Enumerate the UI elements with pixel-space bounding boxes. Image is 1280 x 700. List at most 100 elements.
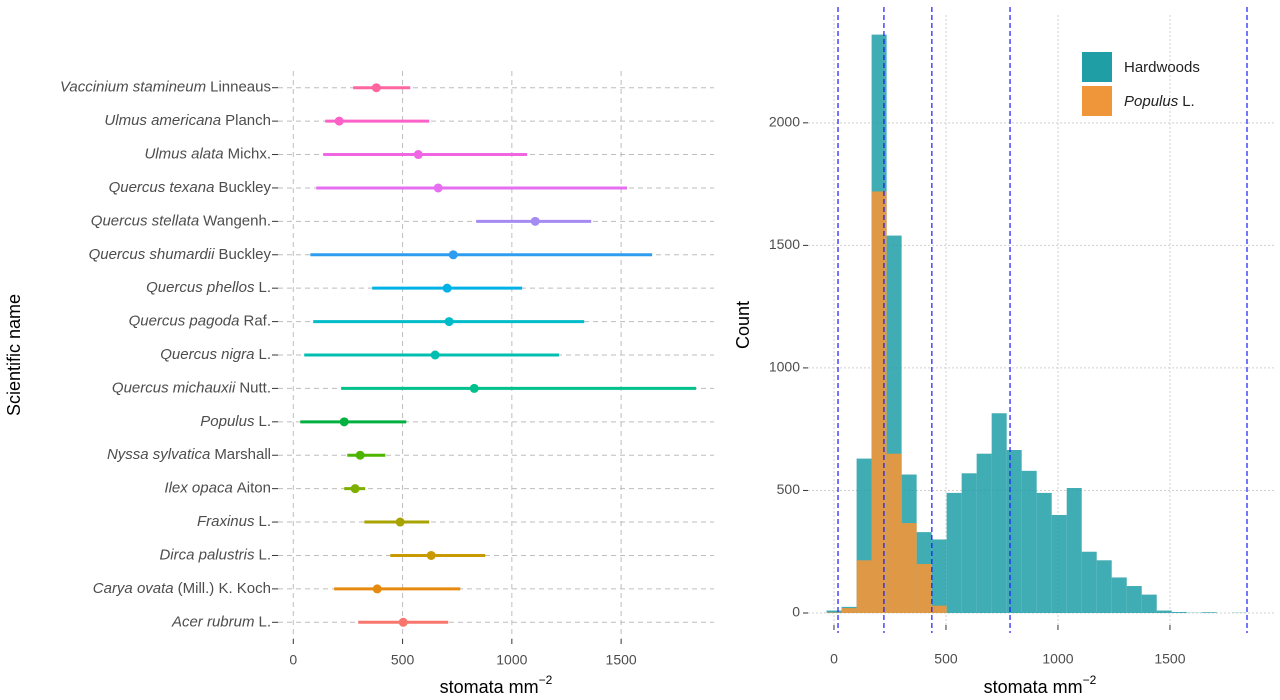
histogram-bar [946, 492, 962, 613]
y-tick-label-italic: Quercus nigra [160, 346, 254, 363]
mean-dot [398, 617, 408, 627]
y-tick-label-italic: Ilex opaca [164, 480, 232, 497]
y-tick-label: Quercus texana Buckley [109, 179, 272, 196]
y-tick-label: Quercus michauxii Nutt. [112, 379, 271, 396]
y-tick-label-italic: Nyssa sylvatica [107, 446, 210, 463]
y-tick-label: Ilex opaca Aiton [164, 480, 271, 497]
y-tick-label-plain: Wangenh. [203, 212, 271, 229]
y-tick-label-plain: Linneaus [210, 79, 271, 96]
y-tick-label: Populus L. [200, 413, 271, 430]
mean-dot [355, 450, 365, 460]
legend-label: Populus L. [1124, 93, 1195, 110]
y-tick-label-italic: Quercus texana [109, 179, 215, 196]
x-tick-label: 0 [830, 651, 838, 667]
y-tick-label-plain: L. [258, 413, 271, 430]
legend-label-italic: Populus [1124, 93, 1179, 110]
histogram-bar [856, 560, 872, 613]
y-tick-label-italic: Quercus pagoda [129, 313, 240, 330]
x-axis-title-sup: −2 [1083, 673, 1097, 687]
mean-dot [426, 550, 436, 560]
histogram-bar [1141, 594, 1157, 613]
x-tick-label: 500 [934, 651, 958, 667]
y-tick-label: Quercus stellata Wangenh. [91, 212, 271, 229]
y-axis-title: Count [733, 301, 753, 349]
y-tick-label-italic: Quercus shumardii [89, 246, 216, 263]
y-axis-title: Scientific name [4, 294, 24, 416]
y-tick-label: Quercus shumardii Buckley [89, 246, 272, 263]
histogram-bar [901, 523, 917, 613]
x-tick-label: 500 [391, 652, 415, 668]
legend-label-plain: Hardwoods [1124, 59, 1200, 76]
y-tick-label: Ulmus alata Michx. [144, 145, 271, 162]
histogram-bar [1006, 450, 1022, 613]
y-tick-label: Ulmus americana Planch [104, 112, 271, 129]
y-tick-label-italic: Ulmus alata [144, 145, 223, 162]
x-tick-label: 0 [289, 652, 297, 668]
histogram-bar [1096, 560, 1112, 613]
histogram-bar [991, 413, 1007, 613]
histogram-bar [931, 605, 947, 613]
histogram-bar [976, 453, 992, 613]
y-tick-label-plain: Nutt. [239, 379, 271, 396]
histogram-bar [1201, 612, 1217, 613]
histogram-bar [961, 473, 977, 613]
histogram-bar [1081, 551, 1097, 613]
y-tick-label: 2000 [769, 114, 800, 130]
y-tick-label-plain: L. [258, 613, 271, 630]
x-axis-title-text: stomata mm [984, 677, 1083, 697]
histogram-bar [1051, 514, 1067, 613]
y-tick-label-plain: L. [258, 279, 271, 296]
histogram-bar [1111, 577, 1127, 613]
mean-dot [469, 383, 479, 393]
y-tick-label: Quercus nigra L. [160, 346, 271, 363]
y-tick-label: 0 [792, 604, 800, 620]
y-tick-label: Acer rubrum L. [171, 613, 271, 630]
mean-dot [371, 83, 381, 93]
y-tick-label-plain: Raf. [243, 313, 271, 330]
y-tick-label: Vaccinium stamineum Linneaus [60, 79, 271, 96]
histogram-bar [1126, 586, 1142, 613]
legend-key [1082, 52, 1112, 82]
y-tick-label: Nyssa sylvatica Marshall [107, 446, 271, 463]
legend-label-plain: L. [1182, 93, 1195, 110]
y-tick-label: Fraxinus L. [197, 513, 271, 530]
histogram-bar [1171, 612, 1187, 613]
y-tick-label: 1500 [769, 236, 800, 252]
mean-dot [430, 350, 440, 360]
x-axis-title: stomata mm−2 [440, 673, 553, 697]
y-tick-label-plain: L. [258, 513, 271, 530]
mean-dot [442, 283, 452, 293]
mean-dot [350, 484, 360, 494]
y-tick-label-italic: Dirca palustris [159, 546, 255, 563]
y-tick-label-plain: (Mill.) K. Koch [178, 580, 271, 597]
y-tick-label-italic: Quercus stellata [91, 212, 199, 229]
y-tick-label-italic: Quercus phellos [146, 279, 255, 296]
x-axis-title-sup: −2 [539, 673, 553, 687]
y-tick-label-plain: Planch [225, 112, 271, 129]
y-tick-label-italic: Vaccinium stamineum [60, 79, 206, 96]
mean-dot [448, 250, 458, 260]
histogram-bar [886, 453, 902, 613]
y-tick-label-italic: Acer rubrum [171, 613, 255, 630]
mean-dot [530, 216, 540, 226]
legend-label: Hardwoods [1124, 59, 1200, 76]
y-tick-label: 1000 [769, 359, 800, 375]
histogram-bar [1021, 470, 1037, 613]
mean-dot [413, 150, 423, 160]
y-tick-label-italic: Carya ovata [93, 580, 174, 597]
histogram-bar [1066, 488, 1082, 613]
y-tick-label-plain: Marshall [214, 446, 271, 463]
y-tick-label: Quercus pagoda Raf. [129, 313, 271, 330]
mean-dot [339, 417, 349, 427]
mean-dot [433, 183, 443, 193]
x-tick-label: 1000 [496, 652, 527, 668]
x-tick-label: 1000 [1042, 651, 1073, 667]
legend-key [1082, 86, 1112, 116]
mean-dot [395, 517, 405, 527]
y-tick-label-italic: Populus [200, 413, 255, 430]
y-tick-label-plain: L. [258, 346, 271, 363]
histogram-bar [916, 563, 932, 613]
y-tick-label-italic: Fraxinus [197, 513, 255, 530]
x-tick-label: 1500 [606, 652, 637, 668]
